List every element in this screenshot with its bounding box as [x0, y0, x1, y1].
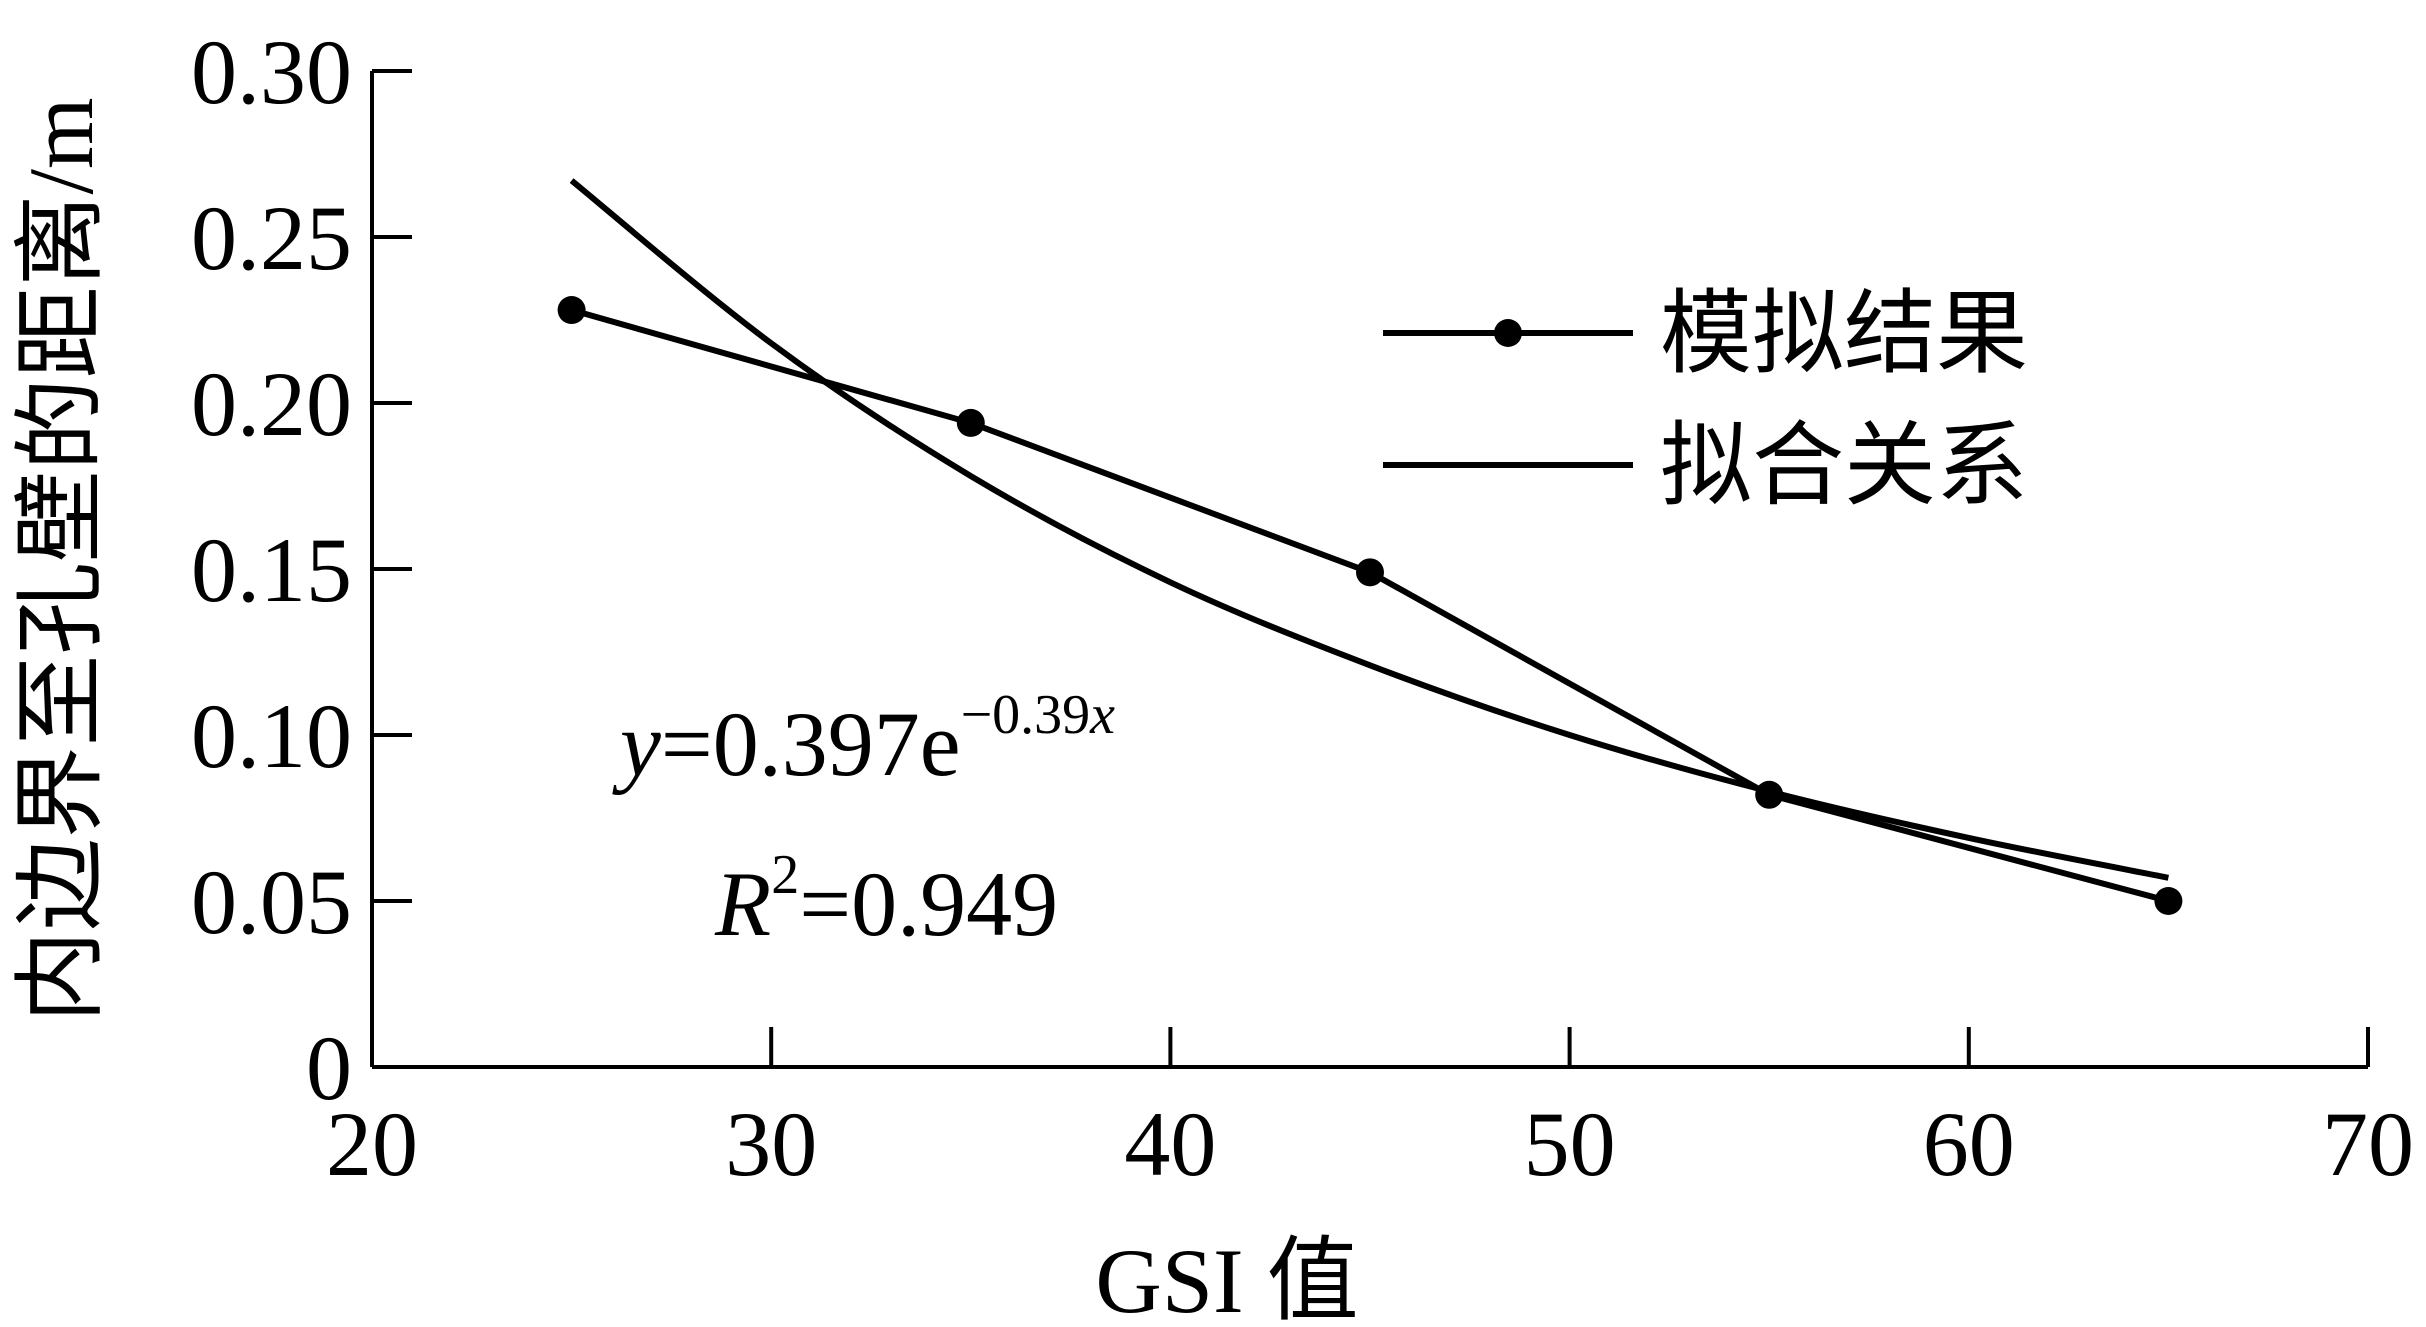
y-tick-label: 0.05	[191, 851, 352, 953]
data-point-simulated	[956, 408, 985, 437]
x-tick-label: 70	[2322, 1093, 2414, 1195]
data-point-simulated	[2154, 887, 2183, 915]
data-point-simulated	[1755, 780, 1784, 809]
x-tick-label: 30	[725, 1093, 817, 1195]
x-tick-label: 40	[1124, 1093, 1216, 1195]
x-tick-label: 50	[1524, 1093, 1616, 1195]
data-point-simulated	[1356, 558, 1384, 587]
r-squared: R2=0.949	[714, 844, 1058, 955]
data-point-simulated	[557, 296, 586, 325]
fit-equation: y=0.397e−0.39x	[612, 684, 1115, 795]
legend-label-simulated: 模拟结果	[1660, 283, 2028, 385]
series-line-fit	[569, 178, 2169, 881]
series-line-simulated	[570, 307, 2170, 904]
y-tick-label: 0.15	[191, 519, 352, 621]
x-axis-ticks: 20 30 40 50 60 70	[326, 1027, 2414, 1195]
x-tick-label: 20	[326, 1093, 418, 1195]
y-tick-label: 0.20	[191, 353, 352, 455]
y-tick-label: 0.30	[191, 21, 352, 123]
y-axis-title: 内边界至孔壁的距离/m	[10, 97, 112, 1022]
x-axis-title: GSI 值	[1095, 1230, 1358, 1327]
legend-label-fit: 拟合关系	[1660, 415, 2028, 517]
x-tick-label: 60	[1923, 1093, 2015, 1195]
legend: 模拟结果 拟合关系	[1383, 283, 2028, 517]
y-tick-label: 0	[306, 1017, 352, 1119]
y-tick-label: 0.10	[191, 685, 352, 787]
y-tick-label: 0.25	[191, 187, 352, 289]
series-layer	[557, 178, 2183, 915]
legend-marker-simulated	[1494, 319, 1522, 347]
y-axis-ticks: 0 0.05 0.10 0.15 0.20 0.25 0.30	[191, 21, 412, 1119]
